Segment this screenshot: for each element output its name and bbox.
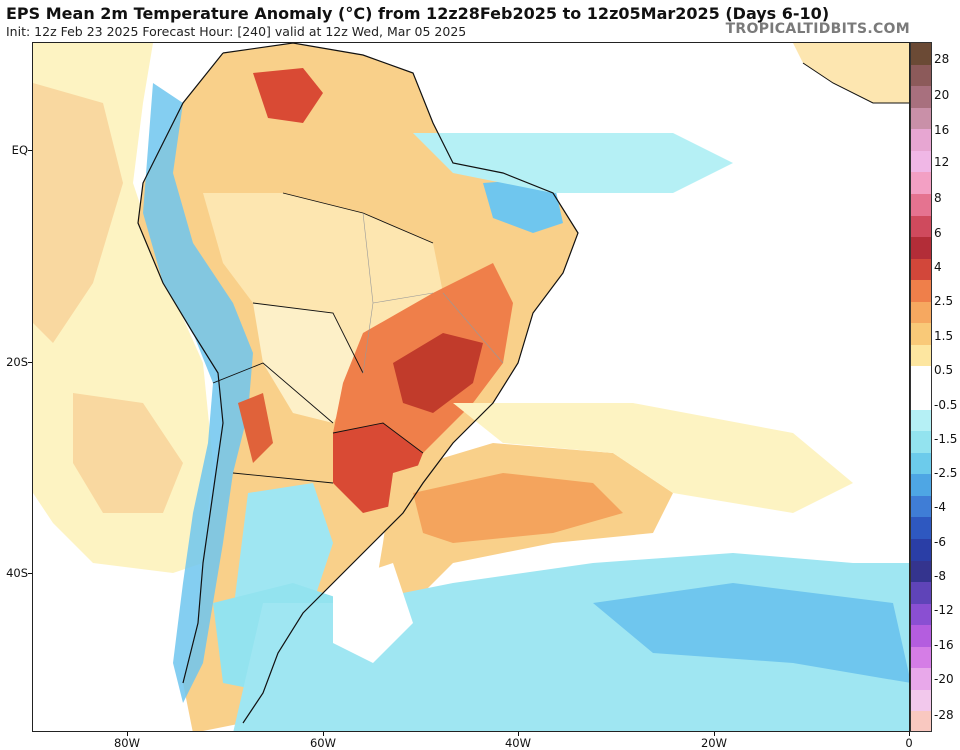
lon-tick-80w (127, 732, 128, 736)
venezuela-hot (253, 68, 323, 123)
colorbar-segment (911, 366, 931, 389)
lon-label-80w: 80W (113, 736, 141, 750)
colorbar-segment (911, 129, 931, 152)
colorbar-segment (911, 668, 931, 691)
colorbar-segment (911, 237, 931, 260)
colorbar-segment (911, 582, 931, 605)
lon-tick-60w (323, 732, 324, 736)
colorbar-label: 0.5 (934, 363, 954, 377)
state-borders (362, 212, 504, 374)
colorbar-label: 2.5 (934, 294, 954, 308)
colorbar-segment (911, 474, 931, 497)
colorbar-segment (911, 258, 931, 281)
colorbar-segment (911, 625, 931, 648)
colorbar-segment (911, 215, 931, 238)
map-subtitle: Init: 12z Feb 23 2025 Forecast Hour: [24… (6, 24, 467, 39)
colorbar-label: -12 (934, 603, 954, 617)
near-coast-white (333, 563, 413, 663)
ne-brazil-cool (483, 178, 563, 233)
colorbar-label: 28 (934, 52, 950, 66)
brazil-hotter-core (393, 333, 483, 413)
colorbar-segment (911, 431, 931, 454)
anomaly-map (32, 42, 910, 732)
colorbar-segment (911, 280, 931, 303)
colorbar-label: -4 (934, 500, 946, 514)
colorbar-label: 16 (934, 123, 950, 137)
lat-tick-40s (28, 573, 32, 574)
andes-cool-streak (143, 83, 253, 703)
lon-label-20w: 20W (700, 736, 728, 750)
lat-label-eq: EQ (11, 143, 28, 157)
pacific-warm-patch (33, 83, 123, 343)
lat-tick-eq (28, 150, 32, 151)
colorbar (910, 42, 932, 732)
map-canvas (33, 43, 909, 731)
colorbar-segment (911, 538, 931, 561)
colorbar-label: -16 (934, 638, 954, 652)
colorbar-segment (911, 603, 931, 626)
amazon-light-anomaly (203, 193, 443, 363)
colorbar-segment (911, 560, 931, 583)
colorbar-segment (911, 711, 931, 731)
colorbar-label: 1.5 (934, 329, 954, 343)
colorbar-label: -8 (934, 569, 946, 583)
colorbar-segment (911, 388, 931, 411)
colorbar-segment (911, 323, 931, 346)
colorbar-label: 4 (934, 260, 942, 274)
africa-land (793, 43, 909, 103)
pacific-warm-patch-south (73, 393, 183, 513)
colorbar-label: -2.5 (934, 466, 958, 480)
colorbar-segment (911, 86, 931, 109)
colorbar-segment (911, 409, 931, 432)
colorbar-label: 12 (934, 155, 950, 169)
atlantic-yellow-band (453, 403, 853, 513)
africa-outline (802, 62, 909, 104)
colorbar-segment (911, 43, 931, 66)
colorbar-label: -28 (934, 708, 954, 722)
lon-label-40w: 40W (504, 736, 532, 750)
colorbar-segment (911, 689, 931, 712)
colorbar-segment (911, 495, 931, 518)
lat-label-20s: 20S (6, 355, 28, 369)
lon-label-0: 0 (905, 736, 913, 750)
colorbar-segment (911, 344, 931, 367)
colorbar-segment (911, 193, 931, 216)
colorbar-label: -1.5 (934, 432, 958, 446)
colorbar-segment (911, 452, 931, 475)
colorbar-segment (911, 150, 931, 173)
lon-tick-0 (909, 732, 910, 736)
map-title: EPS Mean 2m Temperature Anomaly (°C) fro… (6, 4, 830, 23)
colorbar-segment (911, 301, 931, 324)
atlantic-warm-core (413, 473, 623, 543)
colorbar-segment (911, 172, 931, 195)
colorbar-label: -20 (934, 672, 954, 686)
brand-watermark: TROPICALTIDBITS.COM (725, 21, 910, 37)
bolivia-paraguay-light (253, 303, 363, 423)
colorbar-label: 6 (934, 226, 942, 240)
lon-tick-20w (714, 732, 715, 736)
lat-label-40s: 40S (6, 566, 28, 580)
colorbar-label: 20 (934, 88, 950, 102)
colorbar-segment (911, 64, 931, 87)
lat-tick-20s (28, 362, 32, 363)
southern-ocean-darker (593, 583, 909, 683)
lon-label-60w: 60W (309, 736, 337, 750)
colorbar-label: 8 (934, 191, 942, 205)
colorbar-segment (911, 517, 931, 540)
colorbar-segment (911, 646, 931, 669)
colorbar-label: -0.5 (934, 398, 958, 412)
header: EPS Mean 2m Temperature Anomaly (°C) fro… (0, 0, 960, 42)
atlantic-cool-tongue (413, 133, 733, 193)
lon-tick-40w (518, 732, 519, 736)
continent-outline (137, 43, 579, 724)
andes-hot-speckle (238, 393, 273, 463)
colorbar-segment (911, 107, 931, 130)
colorbar-label: -6 (934, 535, 946, 549)
